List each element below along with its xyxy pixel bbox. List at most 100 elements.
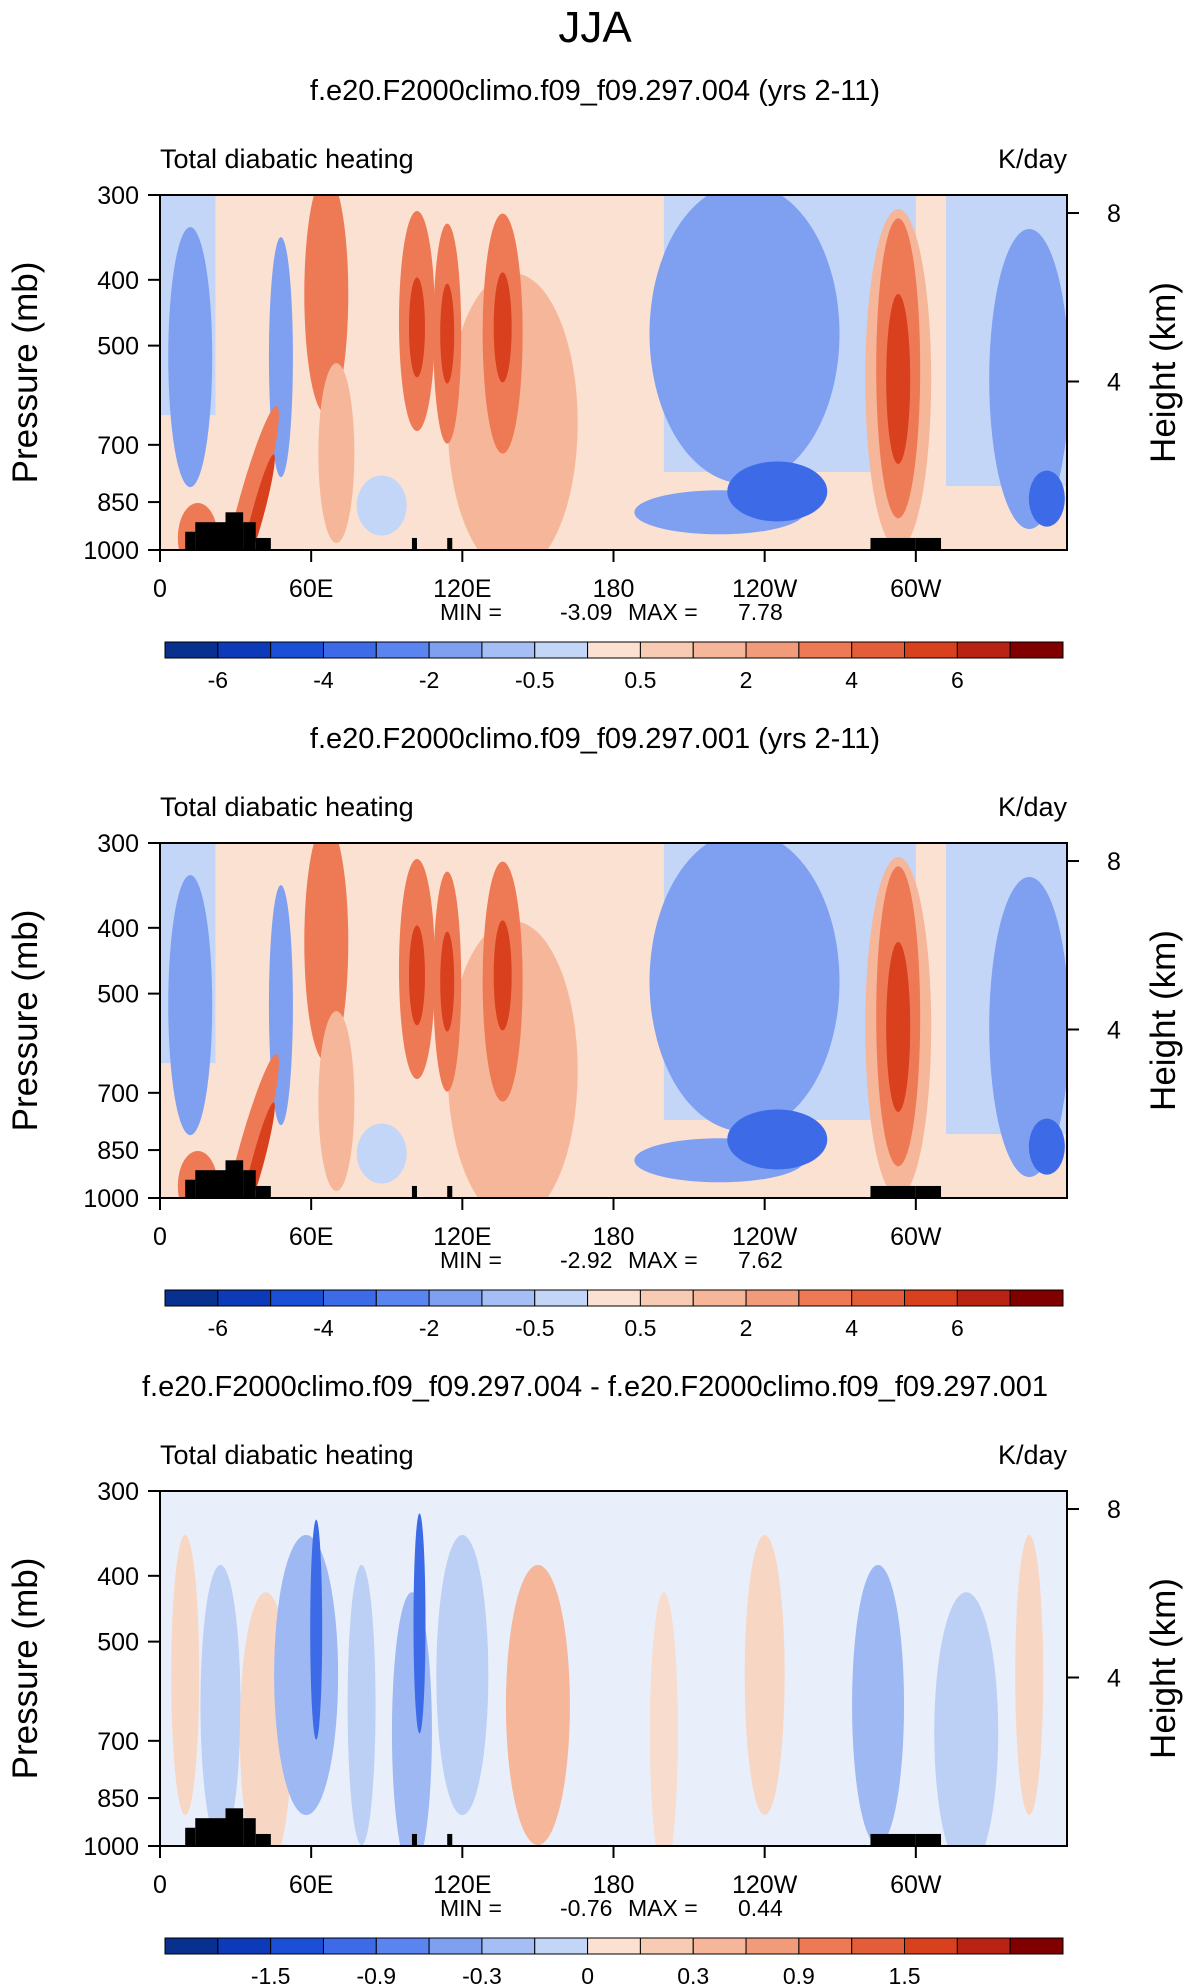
y-tick-label: 1000: [83, 537, 139, 565]
topography: [225, 512, 244, 550]
heating-region: [886, 942, 911, 1113]
colorbar-swatch: [270, 1937, 324, 1955]
colorbar-label: 1.5: [889, 1963, 921, 1987]
topography: [411, 1833, 417, 1846]
min-label: MIN =: [440, 1247, 502, 1273]
colorbar-swatch: [1009, 1289, 1064, 1307]
x-tick-label: 180: [593, 1223, 635, 1251]
min-value: -2.92: [560, 1247, 612, 1273]
colorbar-swatch: [375, 1289, 430, 1307]
colorbar-swatch: [639, 1937, 694, 1955]
min-value: -0.76: [560, 1895, 612, 1921]
colorbar-swatch: [481, 1937, 536, 1955]
colorbar-label: -1.5: [251, 1963, 291, 1987]
anomaly-region: [505, 1565, 570, 1846]
cooling-region: [1028, 470, 1065, 527]
max-label: MAX =: [628, 1247, 698, 1273]
cooling-region: [168, 875, 213, 1136]
colorbar-label: -0.9: [356, 1963, 396, 1987]
anomaly-region: [310, 1519, 323, 1740]
panels: f.e20.F2000climo.f09_f09.297.004 (yrs 2-…: [6, 75, 1183, 1987]
topography: [447, 537, 453, 550]
y-tick-label: 300: [97, 1478, 139, 1506]
colorbar-swatch: [851, 1289, 906, 1307]
colorbar-label: 4: [845, 1315, 858, 1341]
topography: [195, 522, 226, 550]
colorbar-swatch: [956, 1289, 1011, 1307]
colorbar-label: -6: [208, 1315, 228, 1341]
topography: [185, 1827, 196, 1846]
colorbar-label: 4: [845, 667, 858, 693]
anomaly-region: [413, 1513, 426, 1734]
topography: [255, 1185, 271, 1198]
topography: [243, 1170, 256, 1198]
panel-left-label: Total diabatic heating: [160, 792, 414, 822]
x-tick-label: 180: [593, 575, 635, 603]
colorbar-swatch: [375, 1937, 430, 1955]
colorbar-swatch: [428, 1937, 483, 1955]
colorbar-swatch: [798, 641, 853, 659]
y-tick-label: 500: [97, 333, 139, 361]
colorbar-swatch: [904, 1289, 958, 1307]
topography: [915, 1185, 942, 1198]
colorbar-label: -0.5: [515, 667, 555, 693]
topography: [243, 1818, 256, 1846]
y-tick-label: 300: [97, 182, 139, 210]
heating-region: [408, 925, 425, 1026]
colorbar-swatch: [322, 1937, 377, 1955]
cooling-region: [168, 227, 213, 488]
x-tick-label: 0: [153, 575, 167, 603]
colorbar-swatch: [692, 1289, 747, 1307]
colorbar-swatch: [798, 1937, 853, 1955]
colorbar-swatch: [481, 641, 536, 659]
colorbar-swatch: [270, 1289, 324, 1307]
y2-axis-label: Height (km): [1144, 282, 1183, 463]
anomaly-region: [744, 1535, 785, 1816]
cooling-region: [356, 1123, 407, 1184]
panel-left-label: Total diabatic heating: [160, 1440, 414, 1470]
colorbar-swatch: [164, 641, 219, 659]
colorbar-swatch: [534, 1937, 589, 1955]
x-tick-label: 120E: [433, 1871, 491, 1899]
y-tick-label: 400: [97, 1563, 139, 1591]
y-axis-label: Pressure (mb): [6, 262, 45, 484]
anomaly-region: [171, 1535, 200, 1816]
topography: [447, 1833, 453, 1846]
field: [160, 843, 1067, 1198]
y-tick-label: 700: [97, 432, 139, 460]
topography: [870, 537, 916, 550]
colorbar-swatch: [745, 1937, 800, 1955]
max-value: 0.44: [738, 1895, 783, 1921]
heating-region: [886, 294, 911, 465]
colorbar-label: 0.3: [677, 1963, 709, 1987]
topography: [870, 1833, 916, 1846]
panel-right-label: K/day: [998, 792, 1068, 822]
colorbar-label: -2: [419, 1315, 439, 1341]
cooling-region: [727, 1109, 828, 1170]
season-title: JJA: [558, 3, 632, 52]
colorbar-swatch: [956, 1937, 1011, 1955]
x-tick-label: 180: [593, 1871, 635, 1899]
x-tick-label: 60W: [890, 1871, 942, 1899]
min-label: MIN =: [440, 599, 502, 625]
topography: [255, 537, 271, 550]
topography: [225, 1160, 244, 1198]
colorbar-swatch: [851, 641, 906, 659]
max-label: MAX =: [628, 599, 698, 625]
colorbar-swatch: [851, 1937, 906, 1955]
heating-region: [408, 277, 425, 378]
y-tick-label: 850: [97, 1137, 139, 1165]
colorbar-label: 6: [951, 1315, 964, 1341]
colorbar-swatch: [164, 1937, 219, 1955]
y-tick-label: 850: [97, 489, 139, 517]
topography: [411, 537, 417, 550]
x-tick-label: 60E: [289, 1871, 333, 1899]
colorbar-label: -0.3: [462, 1963, 502, 1987]
colorbar-swatch: [904, 1937, 958, 1955]
anomaly-region: [852, 1565, 905, 1846]
topography: [255, 1833, 271, 1846]
panel-title: f.e20.F2000climo.f09_f09.297.004 - f.e20…: [142, 1371, 1048, 1403]
y-tick-label: 1000: [83, 1185, 139, 1213]
panel-right-label: K/day: [998, 1440, 1068, 1470]
panel-2: f.e20.F2000climo.f09_f09.297.001 (yrs 2-…: [6, 723, 1183, 1341]
